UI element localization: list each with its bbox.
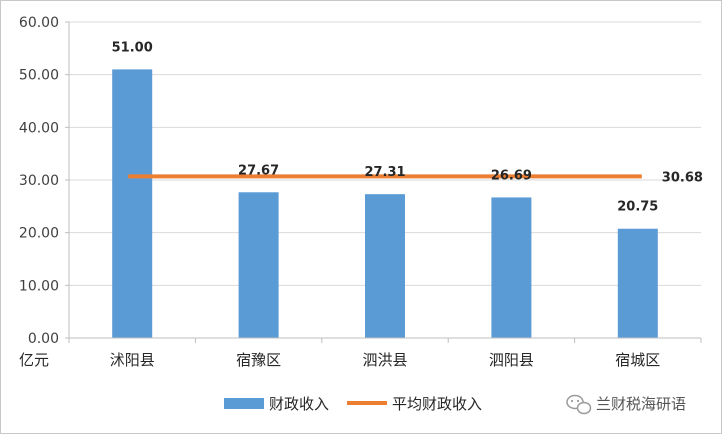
legend-label-line: 平均财政收入 (392, 395, 482, 413)
bar-data-label: 51.00 (112, 40, 153, 55)
watermark-text: 兰财税海研语 (596, 395, 686, 413)
gridlines (65, 21, 702, 343)
x-category-label: 泗洪县 (362, 351, 407, 369)
x-axis-categories: 沭阳县 宿豫区 泗洪县 泗阳县 宿城区 (110, 351, 661, 369)
bar-data-label: 26.69 (491, 168, 532, 183)
y-tick-label: 0.00 (28, 331, 59, 347)
bar-3 (365, 194, 405, 338)
y-tick-label: 40.00 (19, 120, 59, 136)
bar-2 (238, 192, 279, 338)
x-category-label: 宿豫区 (236, 351, 281, 369)
x-category-label: 泗阳县 (489, 351, 534, 369)
legend-swatch-bar (224, 398, 264, 409)
legend-label-bar: 财政收入 (269, 395, 329, 413)
wechat-icon (566, 394, 592, 415)
y-axis-unit-label: 亿元 (19, 351, 49, 369)
y-axis-ticks: 0.00 10.00 20.00 30.00 40.00 50.00 60.00 (19, 15, 59, 347)
y-tick-label: 60.00 (19, 15, 59, 31)
y-tick-label: 50.00 (19, 68, 59, 84)
watermark: 兰财税海研语 (566, 394, 686, 415)
bar-data-label: 27.67 (238, 163, 279, 178)
average-data-label: 30.68 (662, 170, 703, 185)
y-tick-label: 30.00 (19, 173, 59, 189)
data-labels: 51.00 27.67 27.31 26.69 20.75 30.68 (112, 40, 703, 214)
bar-data-label: 27.31 (364, 165, 405, 180)
x-category-label: 沭阳县 (110, 351, 155, 369)
bar-1 (112, 69, 153, 339)
bars (112, 69, 658, 339)
bar-data-label: 20.75 (617, 200, 658, 215)
x-category-label: 宿城区 (615, 351, 660, 369)
bar-5 (617, 228, 658, 338)
bar-4 (491, 197, 532, 338)
y-tick-label: 10.00 (19, 278, 59, 294)
legend: 财政收入 平均财政收入 (224, 395, 482, 413)
y-tick-label: 20.00 (19, 226, 59, 242)
